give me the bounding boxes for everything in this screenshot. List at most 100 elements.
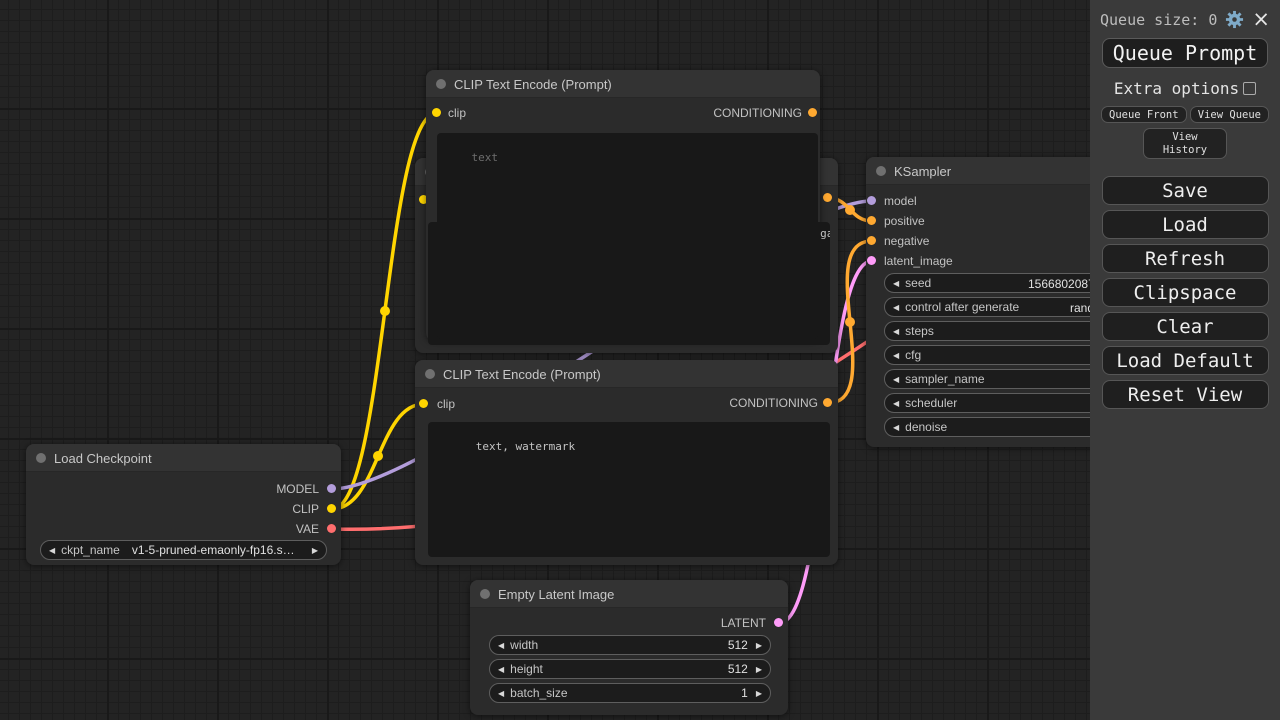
close-icon[interactable]: × [1252, 7, 1270, 31]
widget-value: 512 [727, 638, 748, 652]
comfy-menu-panel: Queue size: 0 × Queue Prompt Extra optio… [1090, 0, 1280, 720]
output-slot-conditioning-dot[interactable] [808, 108, 817, 117]
view-history-button[interactable]: View History [1143, 128, 1227, 159]
input-slot-clip-label: clip [437, 397, 456, 411]
refresh-button[interactable]: Refresh [1101, 244, 1269, 273]
widget-label: width [510, 638, 539, 652]
input-slot-clip-dot[interactable] [419, 399, 428, 408]
batch-size-widget[interactable]: ◀ batch_size 1 ▶ [489, 683, 771, 703]
node-title: CLIP Text Encode (Prompt) [454, 77, 612, 92]
steps-widget[interactable]: ◀ steps [884, 321, 1150, 341]
widget-label: cfg [905, 348, 922, 362]
input-slot-clip-dot[interactable] [432, 108, 441, 117]
widget-label: control after generate [905, 300, 1020, 314]
sampler-name-widget[interactable]: ◀ sampler_name [884, 369, 1150, 389]
node-title: CLIP Text Encode (Prompt) [443, 367, 601, 382]
output-slot-model-dot[interactable] [327, 484, 336, 493]
decrement-arrow-icon[interactable]: ◀ [893, 350, 900, 360]
decrement-arrow-icon[interactable]: ◀ [498, 640, 505, 650]
settings-gear-icon[interactable] [1225, 10, 1244, 29]
decrement-arrow-icon[interactable]: ◀ [893, 422, 900, 432]
output-slot-conditioning-dot[interactable] [823, 193, 832, 202]
widget-label: seed [905, 276, 932, 290]
save-button[interactable]: Save [1101, 176, 1269, 205]
input-slot-latent-image-label: latent_image [884, 254, 953, 268]
extra-options-checkbox[interactable] [1243, 82, 1257, 95]
height-widget[interactable]: ◀ height 512 ▶ [489, 659, 771, 679]
collapse-dot-icon[interactable] [436, 79, 446, 89]
node-header[interactable]: Empty Latent Image [470, 580, 788, 608]
load-default-button[interactable]: Load Default [1101, 346, 1269, 375]
increment-arrow-icon[interactable]: ▶ [755, 640, 762, 650]
node-title: KSampler [894, 164, 952, 179]
node-clip-text-encode-negative[interactable]: CLIP Text Encode (Prompt) clip CONDITION… [415, 360, 838, 565]
node-header[interactable]: CLIP Text Encode (Prompt) [426, 70, 820, 98]
queue-prompt-button[interactable]: Queue Prompt [1102, 38, 1268, 68]
widget-label: batch_size [510, 686, 568, 700]
node-empty-latent-image[interactable]: Empty Latent Image LATENT ◀ width 512 ▶ … [470, 580, 788, 715]
node-title: Empty Latent Image [498, 587, 615, 602]
extra-options-label: Extra options [1113, 79, 1240, 98]
decrement-arrow-icon[interactable]: ◀ [893, 278, 900, 288]
output-slot-conditioning-label: CONDITIONING [713, 106, 802, 120]
widget-label: sampler_name [905, 372, 985, 386]
link-midpoint-dots [373, 205, 855, 461]
output-slot-vae-dot[interactable] [327, 524, 336, 533]
node-header[interactable]: Load Checkpoint [26, 444, 341, 472]
load-button[interactable]: Load [1101, 210, 1269, 239]
widget-value: v1-5-pruned-emaonly-fp16.s… [131, 543, 295, 557]
scheduler-widget[interactable]: ◀ scheduler [884, 393, 1150, 413]
reset-view-button[interactable]: Reset View [1101, 380, 1269, 409]
input-slot-negative-label: negative [884, 234, 930, 248]
input-slot-model-dot[interactable] [867, 196, 876, 205]
decrement-arrow-icon[interactable]: ◀ [498, 664, 505, 674]
ckpt-name-widget[interactable]: ◀ ckpt_name v1-5-pruned-emaonly-fp16.s… … [40, 540, 327, 560]
prompt-text: text, watermark [475, 440, 576, 453]
output-slot-clip-label: CLIP [292, 502, 319, 516]
input-slot-latent-image-dot[interactable] [867, 256, 876, 265]
prompt-textarea-front[interactable]: text [437, 133, 818, 339]
prompt-textarea-negative[interactable]: text, watermark [428, 422, 830, 557]
node-title: Load Checkpoint [54, 451, 152, 466]
input-slot-clip-dot[interactable] [419, 195, 428, 204]
output-slot-conditioning-dot[interactable] [823, 398, 832, 407]
input-slot-clip-label: clip [448, 106, 467, 120]
input-slot-positive-label: positive [884, 214, 925, 228]
collapse-dot-icon[interactable] [876, 166, 886, 176]
widget-label: denoise [905, 420, 948, 434]
decrement-arrow-icon[interactable]: ◀ [893, 326, 900, 336]
increment-arrow-icon[interactable]: ▶ [311, 545, 318, 555]
decrement-arrow-icon[interactable]: ◀ [893, 398, 900, 408]
collapse-dot-icon[interactable] [425, 369, 435, 379]
queue-front-button[interactable]: Queue Front [1101, 106, 1187, 123]
collapse-dot-icon[interactable] [480, 589, 490, 599]
width-widget[interactable]: ◀ width 512 ▶ [489, 635, 771, 655]
clear-button[interactable]: Clear [1101, 312, 1269, 341]
node-header[interactable]: CLIP Text Encode (Prompt) [415, 360, 838, 388]
view-queue-button[interactable]: View Queue [1189, 106, 1269, 123]
textarea-placeholder: text [471, 151, 499, 164]
widget-value: 1566802087 [1028, 277, 1095, 291]
node-load-checkpoint[interactable]: Load Checkpoint MODEL CLIP VAE ◀ ckpt_na… [26, 444, 341, 565]
output-slot-conditioning-label: CONDITIONING [729, 396, 818, 410]
seed-widget[interactable]: ◀ seed 1566802087 [884, 273, 1150, 293]
input-slot-negative-dot[interactable] [867, 236, 876, 245]
increment-arrow-icon[interactable]: ▶ [755, 688, 762, 698]
output-slot-clip-dot[interactable] [327, 504, 336, 513]
decrement-arrow-icon[interactable]: ◀ [49, 545, 56, 555]
decrement-arrow-icon[interactable]: ◀ [893, 302, 900, 312]
output-slot-latent-label: LATENT [720, 616, 766, 630]
cfg-widget[interactable]: ◀ cfg [884, 345, 1150, 365]
output-slot-latent-dot[interactable] [774, 618, 783, 627]
widget-label: ckpt_name [61, 543, 120, 557]
decrement-arrow-icon[interactable]: ◀ [893, 374, 900, 384]
output-slot-model-label: MODEL [276, 482, 319, 496]
input-slot-positive-dot[interactable] [867, 216, 876, 225]
collapse-dot-icon[interactable] [36, 453, 46, 463]
decrement-arrow-icon[interactable]: ◀ [498, 688, 505, 698]
widget-value: 1 [741, 686, 748, 700]
increment-arrow-icon[interactable]: ▶ [755, 664, 762, 674]
clipspace-button[interactable]: Clipspace [1101, 278, 1269, 307]
denoise-widget[interactable]: ◀ denoise [884, 417, 1150, 437]
